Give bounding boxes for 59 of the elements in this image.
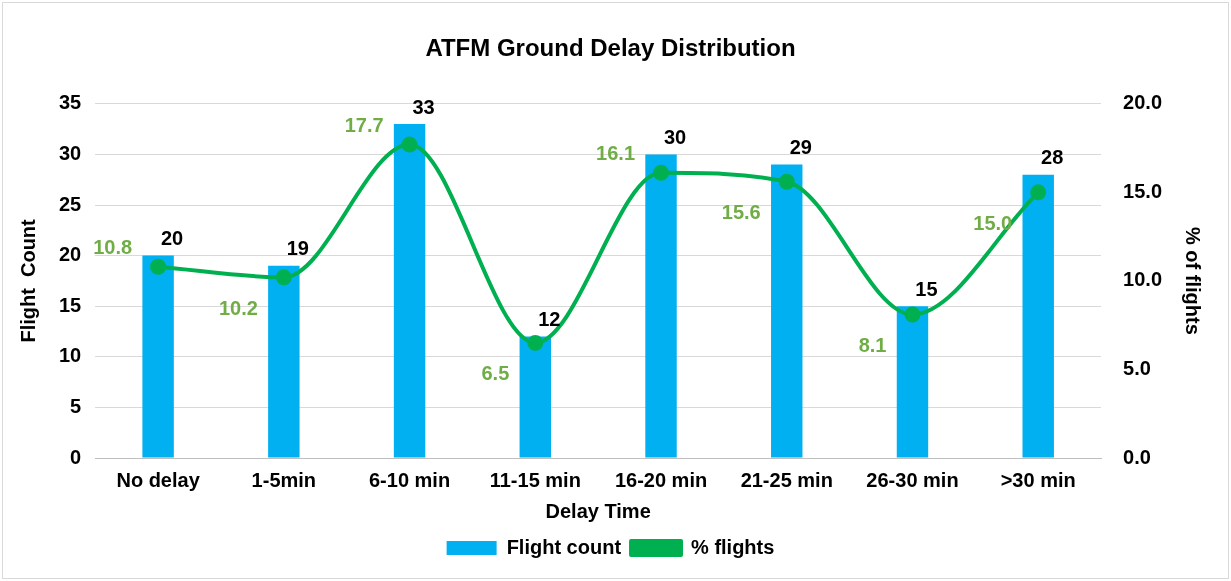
point — [653, 164, 670, 181]
data-label: 19 — [286, 237, 309, 260]
point — [401, 136, 418, 153]
x-tick-label: >30 min — [1000, 468, 1076, 491]
data-label: 16.1 — [596, 142, 636, 165]
data-label: 20 — [160, 227, 184, 250]
data-label: 30 — [663, 125, 687, 148]
x-tick-label: 11-15 min — [489, 468, 581, 491]
bar — [393, 124, 426, 458]
bar — [645, 154, 677, 458]
y2-tick-label: 15.0 — [1123, 179, 1163, 202]
y-axis-title: Flight Count — [16, 218, 39, 343]
point — [275, 269, 292, 286]
x-tick-label: 26-30 min — [866, 468, 959, 491]
y2-tick-label: 5.0 — [1123, 356, 1151, 379]
point — [904, 306, 921, 323]
y2-tick-label: 0.0 — [1123, 445, 1151, 468]
point — [1030, 184, 1047, 201]
data-label: 17.7 — [344, 114, 384, 137]
bar — [1022, 174, 1054, 458]
legend-label: Flight count — [506, 535, 622, 558]
data-label: 29 — [789, 136, 812, 159]
x-tick-label: No delay — [116, 468, 201, 491]
bar — [268, 265, 300, 458]
data-label: 10.2 — [218, 296, 258, 319]
y-tick-label: 10 — [59, 344, 82, 367]
point — [527, 334, 544, 351]
y-tick-label: 35 — [59, 91, 82, 114]
bar — [519, 336, 552, 458]
data-label: 8.1 — [858, 334, 887, 357]
x-tick-label: 6-10 min — [368, 468, 451, 491]
data-label: 15.6 — [721, 201, 761, 224]
chart-title: ATFM Ground Delay Distribution — [425, 34, 796, 62]
data-label: 12 — [538, 308, 561, 331]
x-tick-label: 1-5min — [251, 468, 317, 491]
data-label: 33 — [412, 95, 435, 118]
bar — [771, 164, 803, 458]
y-tick-label: 5 — [70, 394, 82, 417]
x-tick-label: 16-20 min — [614, 468, 708, 491]
point — [778, 173, 795, 190]
data-label: 15 — [915, 277, 938, 300]
x-tick-label: 21-25 min — [740, 468, 833, 491]
legend-label: % flights — [691, 535, 775, 558]
bar — [142, 255, 174, 458]
bar — [896, 306, 929, 458]
y-tick-label: 30 — [59, 141, 82, 164]
y-tick-label: 0 — [70, 445, 82, 468]
x-axis-title: Delay Time — [545, 499, 651, 522]
y-tick-label: 20 — [59, 243, 82, 266]
point — [150, 258, 167, 275]
y2-tick-label: 10.0 — [1123, 268, 1163, 291]
y2-tick-label: 20.0 — [1123, 91, 1163, 114]
y2-axis-title: % of flights — [1182, 227, 1205, 335]
y-tick-label: 15 — [59, 293, 82, 316]
data-label: 6.5 — [481, 362, 510, 385]
data-label: 28 — [1041, 146, 1064, 169]
data-label: 15.0 — [973, 211, 1013, 234]
y-tick-label: 25 — [59, 192, 82, 215]
data-label: 10.8 — [93, 236, 133, 259]
